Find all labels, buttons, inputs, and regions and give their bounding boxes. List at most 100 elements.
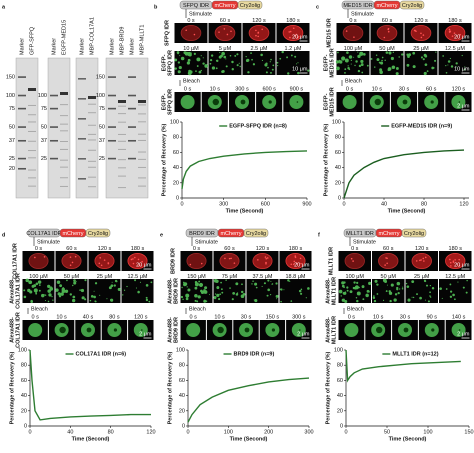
cluster bbox=[453, 32, 456, 34]
droplet bbox=[445, 65, 447, 67]
smear-band bbox=[118, 175, 126, 177]
droplet bbox=[427, 300, 430, 303]
cluster bbox=[228, 257, 231, 260]
droplet bbox=[137, 290, 140, 294]
scale-label: 20 μm bbox=[136, 262, 152, 268]
cluster bbox=[288, 31, 291, 33]
droplet bbox=[353, 56, 355, 58]
droplet bbox=[203, 299, 207, 303]
construct-box bbox=[237, 0, 263, 10]
droplet bbox=[343, 286, 345, 289]
droplet bbox=[300, 292, 303, 295]
cluster bbox=[352, 260, 354, 262]
concentration-label: 100 μM bbox=[346, 274, 365, 280]
droplet bbox=[145, 284, 149, 287]
droplet bbox=[431, 286, 435, 290]
bleach-spot bbox=[113, 328, 117, 332]
droplet bbox=[174, 67, 177, 70]
droplet bbox=[338, 289, 343, 294]
cluster bbox=[386, 262, 388, 265]
cell bbox=[252, 252, 273, 269]
time-label: 120 s bbox=[415, 246, 429, 252]
concentration-label: 12.5 μM bbox=[445, 46, 465, 52]
marker-band bbox=[18, 139, 26, 142]
droplet bbox=[429, 295, 431, 297]
stimulate-label: Stimulate bbox=[353, 239, 376, 245]
droplet bbox=[203, 290, 208, 294]
droplet bbox=[186, 286, 188, 288]
droplet bbox=[35, 282, 39, 286]
droplet bbox=[412, 296, 415, 299]
x-tick-label: 0 bbox=[28, 429, 31, 435]
droplet bbox=[270, 71, 272, 74]
row-label: EGFP- bbox=[323, 54, 329, 71]
smear-band bbox=[28, 150, 36, 152]
panel-label: d bbox=[2, 232, 5, 238]
cluster bbox=[185, 29, 187, 32]
time-label: 0 s bbox=[346, 86, 354, 92]
droplet bbox=[393, 298, 397, 302]
smear-band bbox=[138, 121, 146, 123]
droplet bbox=[344, 71, 346, 74]
droplet bbox=[235, 293, 239, 296]
stimulate-label: Stimulate bbox=[37, 239, 60, 245]
y-tick-label: 20 bbox=[173, 180, 179, 186]
stimulate-label: Stimulate bbox=[195, 239, 218, 245]
droplet bbox=[93, 290, 95, 292]
cluster bbox=[264, 256, 267, 258]
cluster bbox=[226, 33, 229, 36]
droplet bbox=[419, 296, 422, 300]
droplet bbox=[269, 293, 272, 296]
droplet bbox=[342, 95, 357, 109]
droplet bbox=[384, 59, 386, 62]
y-axis-label: Percentage of Recovery (%) bbox=[9, 351, 15, 424]
construct-label: Cry2olig bbox=[246, 231, 266, 237]
droplet bbox=[295, 63, 298, 65]
droplet bbox=[361, 71, 364, 74]
construct-label: Cry2olig bbox=[88, 231, 108, 237]
row-label: MLLT1 IDR bbox=[328, 247, 334, 275]
y-tick-label: 0 bbox=[24, 423, 27, 429]
smear-band bbox=[138, 158, 146, 160]
droplet bbox=[183, 282, 188, 286]
lane-label: Marker bbox=[129, 38, 135, 55]
droplet bbox=[337, 51, 339, 54]
concentration-label: 50 μM bbox=[379, 46, 395, 52]
cluster bbox=[141, 260, 143, 263]
droplet bbox=[254, 282, 258, 286]
droplet bbox=[202, 57, 204, 59]
cluster bbox=[233, 262, 236, 264]
bleach-spot bbox=[268, 100, 272, 104]
scale-label: 2 μm bbox=[457, 331, 470, 337]
droplet bbox=[357, 51, 359, 53]
droplet bbox=[439, 287, 442, 291]
droplet bbox=[90, 295, 94, 298]
scale-label: 2 μm bbox=[297, 331, 310, 337]
droplet bbox=[389, 299, 392, 303]
droplet bbox=[251, 58, 253, 61]
legend-label: BRD9 IDR (n=9) bbox=[234, 351, 275, 357]
time-label: 90 s bbox=[427, 314, 438, 320]
droplet bbox=[219, 52, 221, 54]
bleach-spot bbox=[212, 98, 219, 106]
droplet bbox=[411, 296, 413, 298]
droplet bbox=[429, 296, 432, 298]
smear-band bbox=[28, 104, 36, 106]
mw-label: 20 bbox=[9, 166, 15, 172]
droplet bbox=[261, 59, 264, 62]
droplet bbox=[148, 300, 151, 303]
bleach-spot bbox=[458, 329, 461, 331]
y-tick-label: 40 bbox=[335, 165, 341, 171]
construct-label: COL17A1 IDR bbox=[26, 231, 61, 237]
cluster bbox=[387, 28, 390, 31]
droplet bbox=[23, 295, 27, 299]
y-tick-label: 0 bbox=[182, 423, 185, 429]
concentration-label: 2.5 μM bbox=[251, 46, 268, 52]
concentration-label: 150 μM bbox=[187, 274, 206, 280]
droplet bbox=[72, 284, 74, 287]
smear-band bbox=[88, 149, 96, 151]
recovery-curve bbox=[343, 149, 465, 199]
legend-label: COL17A1 IDR (n=6) bbox=[76, 351, 127, 357]
smear-band bbox=[118, 167, 126, 169]
x-tick-label: 80 bbox=[108, 429, 114, 435]
